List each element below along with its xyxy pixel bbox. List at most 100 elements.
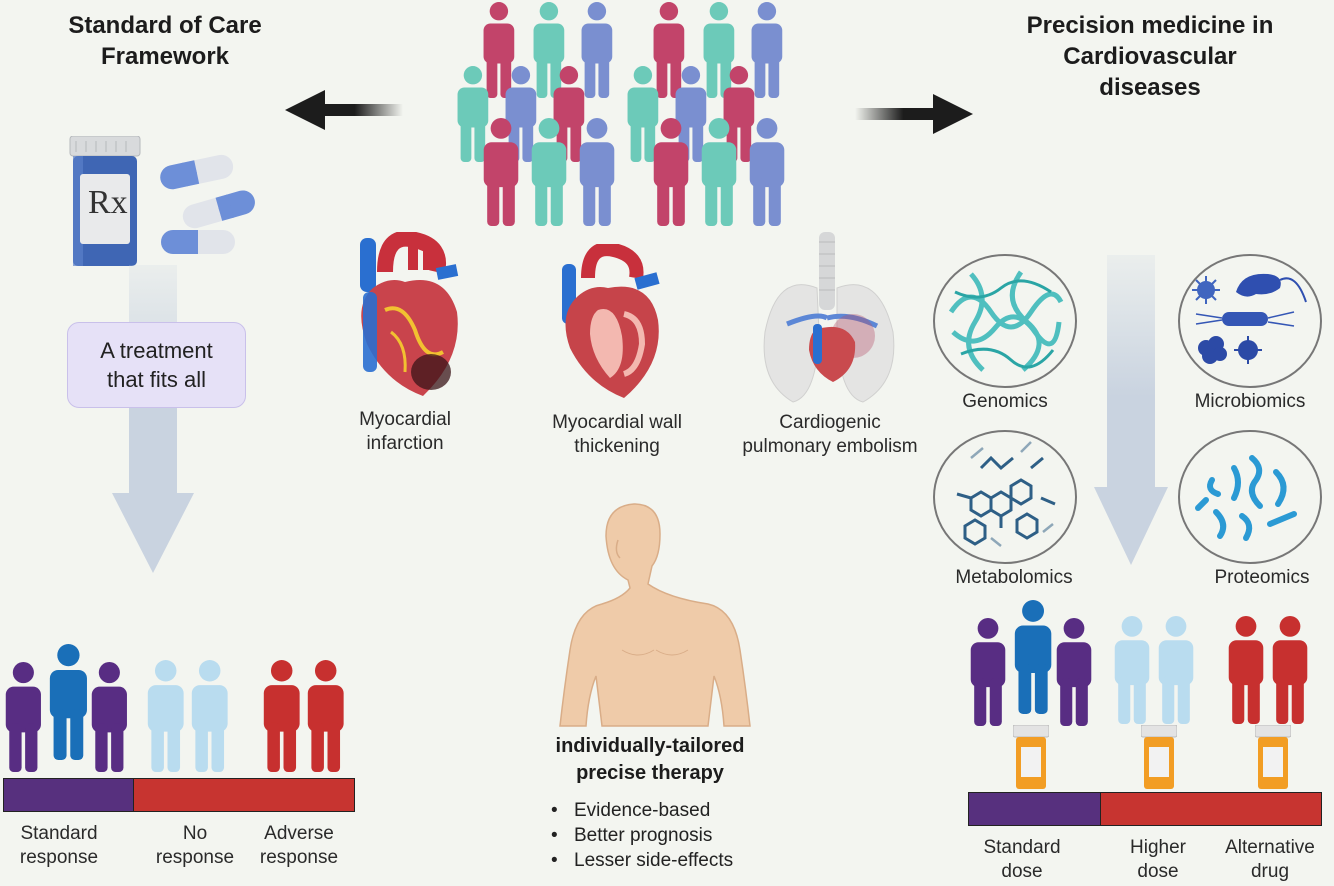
label-line: Standard	[983, 837, 1061, 858]
left-title-line1: Standard of Care	[68, 12, 262, 39]
person-icon	[701, 118, 737, 226]
right-label-higher: Higher dose	[1108, 836, 1208, 884]
right-standard-bar	[968, 792, 1102, 826]
arrow-left-icon	[285, 90, 403, 130]
person-icon	[581, 2, 613, 98]
pill-bottle-icon	[1255, 725, 1291, 789]
person-icon	[970, 618, 1006, 726]
right-title-line1: Precision medicine in	[1026, 12, 1274, 39]
person-icon	[191, 660, 228, 772]
label-line: thickening	[574, 436, 660, 457]
person-icon	[5, 662, 41, 772]
label-line: response	[259, 847, 339, 868]
label-line: Myocardial wall	[552, 412, 682, 433]
right-dose-groups	[970, 600, 1308, 726]
list-item: Evidence-based	[548, 798, 733, 823]
left-response-groups	[5, 644, 344, 772]
person-icon	[653, 118, 689, 226]
box-line2: that fits all	[106, 367, 207, 392]
label-line: Cardiogenic	[779, 412, 881, 433]
omics-microbiomics-label: Microbiomics	[1194, 391, 1306, 412]
box-line1: A treatment	[100, 338, 213, 363]
left-label-adverse: Adverse response	[244, 822, 354, 870]
label-line: Standard	[20, 823, 98, 844]
right-title-line3: diseases	[1099, 74, 1201, 101]
label-line: dose	[1001, 861, 1043, 882]
left-standard-bar	[3, 778, 135, 812]
right-title-line2: Cardiovascular	[1063, 43, 1237, 70]
person-icon	[653, 2, 685, 98]
heart-infarction-icon	[360, 232, 459, 396]
person-icon	[1158, 616, 1194, 724]
person-icon	[457, 66, 489, 162]
person-icon	[703, 2, 735, 98]
label-line: drug	[1250, 861, 1290, 882]
therapy-benefits-list: Evidence-based Better prognosis Lesser s…	[548, 798, 733, 873]
person-icon	[1014, 600, 1052, 714]
pill-bottle-icon	[1013, 725, 1049, 789]
label-line: pulmonary embolism	[742, 436, 918, 457]
label-line: Myocardial	[359, 409, 451, 430]
human-torso-icon	[559, 503, 751, 727]
heart-wall-thickening-icon	[562, 244, 660, 398]
person-icon	[147, 660, 184, 772]
person-icon	[531, 118, 567, 226]
metabolomics-icon	[933, 430, 1077, 564]
therapy-line1: individually-tailored	[555, 735, 745, 757]
person-icon	[307, 660, 344, 772]
label-line: Adverse	[264, 823, 334, 844]
person-icon	[1114, 616, 1150, 724]
person-icon	[1272, 616, 1308, 724]
rx-label: Rx	[88, 184, 128, 221]
person-icon	[533, 2, 565, 98]
person-icon	[751, 2, 783, 98]
arrow-down-left-icon	[112, 265, 194, 573]
person-icon	[749, 118, 785, 226]
patient-crowd	[457, 2, 785, 226]
therapy-line2: precise therapy	[576, 762, 724, 784]
left-title-line2: Framework	[100, 43, 230, 70]
pill-bottle-icon	[1141, 725, 1177, 789]
microbiomics-icon	[1178, 254, 1322, 388]
label-line: Alternative	[1225, 837, 1315, 858]
person-icon	[483, 2, 515, 98]
label-line: response	[155, 847, 235, 868]
one-size-treatment-box: A treatment that fits all	[67, 322, 246, 408]
person-icon	[627, 66, 659, 162]
arrow-right-icon	[855, 94, 973, 134]
label-line: response	[19, 847, 99, 868]
list-item: Better prognosis	[548, 823, 733, 848]
left-label-standard: Standard response	[0, 822, 118, 870]
disease-label-thickening: Myocardial wall thickening	[530, 411, 704, 459]
proteomics-icon	[1178, 430, 1322, 564]
label-line: infarction	[366, 433, 444, 454]
disease-label-embolism: Cardiogenic pulmonary embolism	[722, 411, 938, 459]
arrow-down-right-icon	[1094, 255, 1168, 565]
person-icon	[579, 118, 615, 226]
person-icon	[91, 662, 127, 772]
right-title: Precision medicine in Cardiovascular dis…	[995, 10, 1305, 103]
right-label-standard: Standard dose	[960, 836, 1084, 884]
person-icon	[483, 118, 519, 226]
label-line: No	[182, 823, 208, 844]
lungs-embolism-icon	[763, 232, 895, 403]
person-icon	[263, 660, 300, 772]
therapy-title: individually-tailored precise therapy	[520, 733, 780, 787]
omics-genomics-label: Genomics	[962, 391, 1048, 412]
person-icon	[1228, 616, 1264, 724]
right-other-bar	[1100, 792, 1322, 826]
left-other-bar	[133, 778, 355, 812]
disease-label-infarction: Myocardial infarction	[330, 408, 480, 456]
omics-metabolomics-label: Metabolomics	[955, 567, 1073, 588]
label-line: Higher	[1130, 837, 1186, 858]
prescription-bottle-icon	[69, 136, 255, 266]
genomics-icon	[933, 254, 1077, 388]
left-label-no: No response	[140, 822, 250, 870]
omics-proteomics-label: Proteomics	[1214, 567, 1310, 588]
person-icon	[49, 644, 87, 760]
left-title: Standard of Care Framework	[40, 10, 290, 72]
list-item: Lesser side-effects	[548, 848, 733, 873]
right-label-alternative: Alternative drug	[1208, 836, 1332, 884]
person-icon	[1056, 618, 1092, 726]
label-line: dose	[1137, 861, 1179, 882]
